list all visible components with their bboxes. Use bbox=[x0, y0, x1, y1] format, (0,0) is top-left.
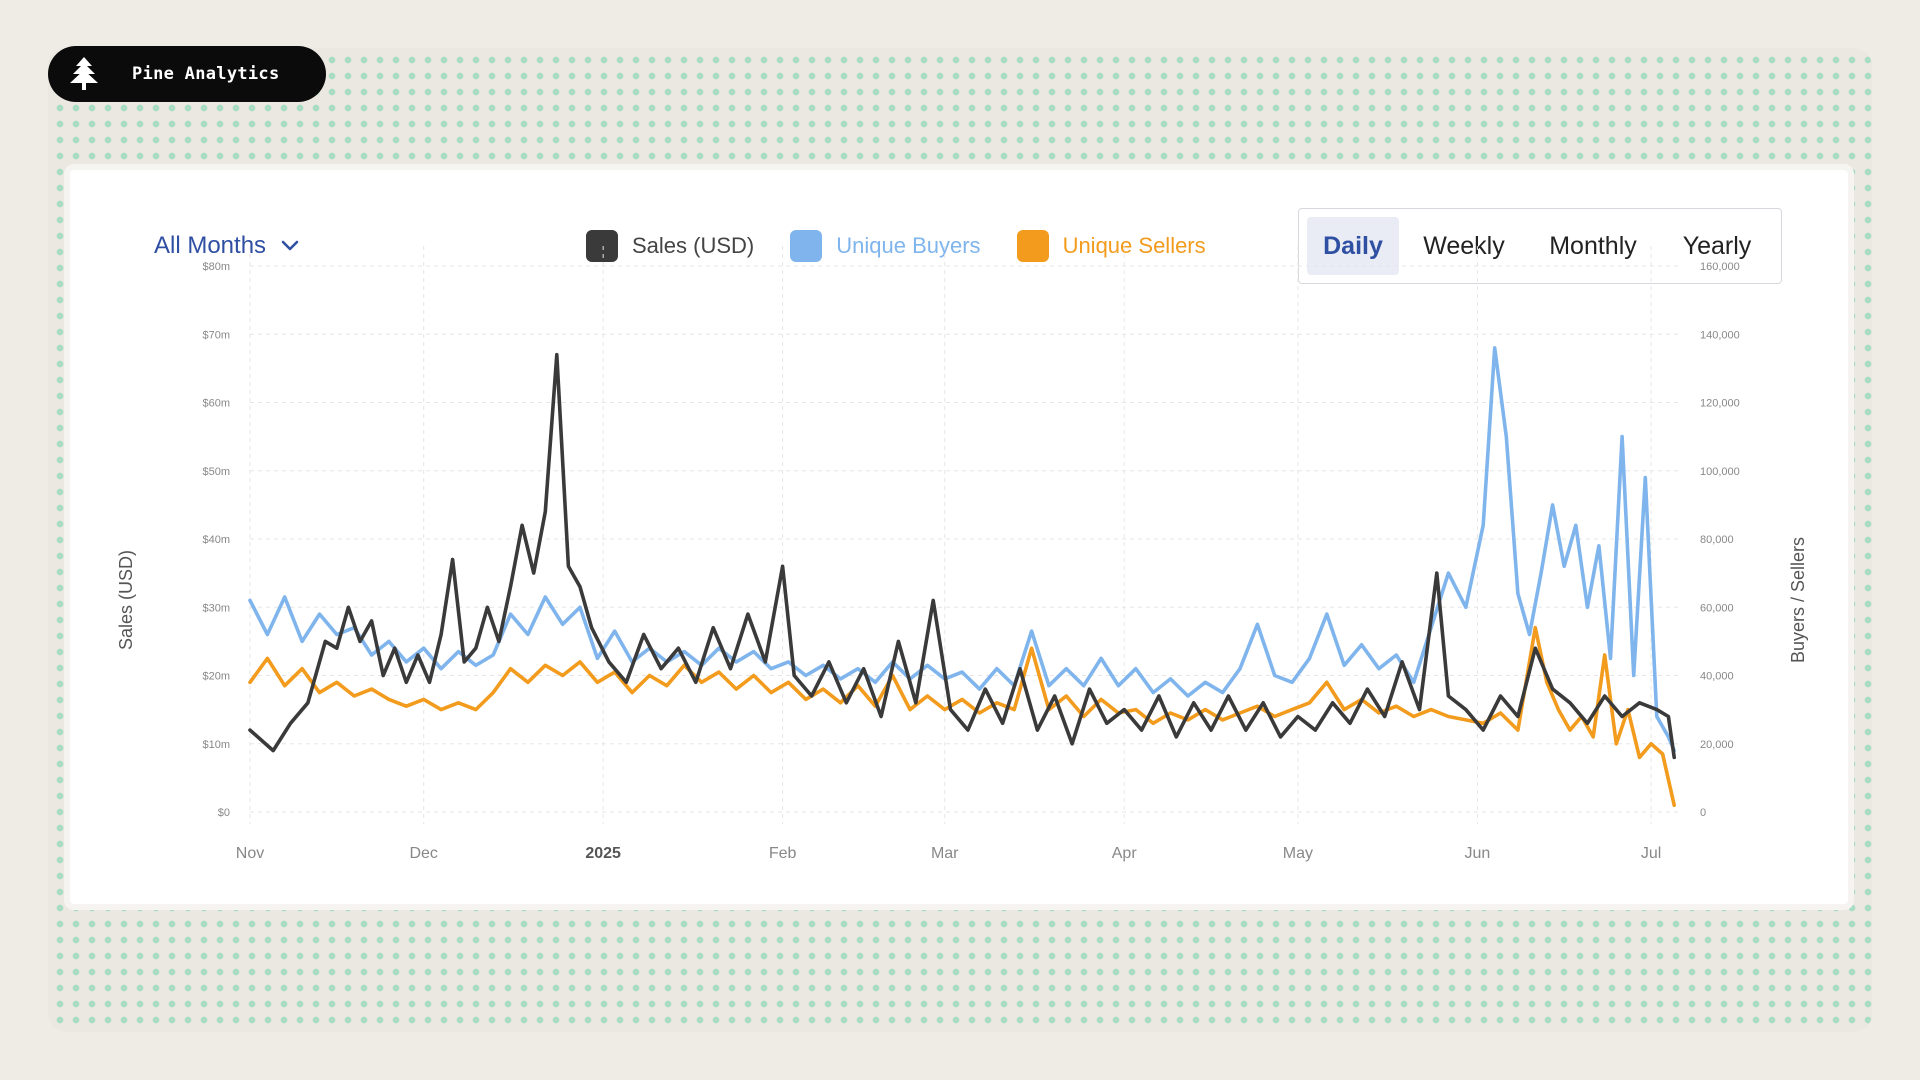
y-right-tick-label: 120,000 bbox=[1700, 398, 1740, 410]
x-tick-label: Dec bbox=[409, 845, 437, 862]
legend-label-sellers: Unique Sellers bbox=[1062, 233, 1206, 258]
y-right-tick-label: 80,000 bbox=[1700, 534, 1734, 546]
y-right-tick-label: 140,000 bbox=[1700, 329, 1740, 341]
y-right-tick-label: 60,000 bbox=[1700, 602, 1734, 614]
tab-yearly[interactable]: Yearly bbox=[1682, 231, 1752, 260]
y-left-tick-label: $0 bbox=[218, 807, 230, 819]
pine-tree-icon bbox=[62, 52, 106, 96]
x-tick-label: Apr bbox=[1112, 845, 1138, 862]
legend-swatch-sellers bbox=[1016, 230, 1049, 262]
y-left-tick-label: $10m bbox=[202, 739, 230, 751]
tab-monthly[interactable]: Monthly bbox=[1549, 231, 1637, 260]
x-tick-label: Jul bbox=[1641, 845, 1661, 862]
x-tick-label: 2025 bbox=[585, 845, 621, 862]
x-tick-label: Feb bbox=[769, 845, 797, 862]
x-tick-label: May bbox=[1283, 845, 1313, 862]
x-tick-label: Nov bbox=[236, 845, 264, 862]
series-line-sales-usd bbox=[248, 352, 1676, 760]
y-left-tick-label: $70m bbox=[202, 329, 230, 341]
legend-item-sellers[interactable]: Unique Sellers bbox=[1016, 230, 1206, 262]
brand-name: Pine Analytics bbox=[132, 64, 280, 84]
period-toggle: Daily Weekly Monthly Yearly bbox=[1298, 208, 1782, 284]
x-tick-label: Mar bbox=[931, 845, 959, 862]
tab-weekly[interactable]: Weekly bbox=[1423, 231, 1505, 260]
tab-daily[interactable]: Daily bbox=[1307, 217, 1399, 275]
legend-swatch-sales bbox=[586, 230, 618, 262]
legend-label-sales: Sales (USD) bbox=[632, 233, 755, 258]
chart-card: All Months Sales (USD) Unique Buyers Uni… bbox=[70, 170, 1848, 904]
month-filter-label: All Months bbox=[154, 232, 267, 259]
y-left-axis-title: Sales (USD) bbox=[116, 550, 136, 650]
y-right-tick-label: 160,000 bbox=[1700, 261, 1740, 273]
y-left-tick-label: $50m bbox=[202, 466, 230, 478]
y-right-tick-label: 0 bbox=[1700, 807, 1706, 819]
legend-swatch-buyers bbox=[790, 230, 823, 262]
y-left-tick-label: $40m bbox=[202, 534, 230, 546]
y-right-tick-label: 100,000 bbox=[1700, 466, 1740, 478]
chevron-down-icon bbox=[281, 240, 299, 251]
month-filter-dropdown[interactable]: All Months bbox=[154, 226, 300, 266]
y-left-tick-label: $20m bbox=[202, 671, 230, 683]
legend-item-buyers[interactable]: Unique Buyers bbox=[790, 230, 981, 262]
brand-badge: Pine Analytics bbox=[48, 46, 326, 102]
chart-legend: Sales (USD) Unique Buyers Unique Sellers bbox=[586, 228, 1242, 264]
series-line-unique-sellers bbox=[248, 625, 1676, 808]
y-left-tick-label: $30m bbox=[202, 602, 230, 614]
y-left-tick-label: $60m bbox=[202, 398, 230, 410]
legend-label-buyers: Unique Buyers bbox=[836, 233, 981, 258]
line-chart: $0 $10m $20m $30m $40m $50m $60m $70m $80m 0 20,00… bbox=[116, 246, 1808, 862]
y-left-tick-label: $80m bbox=[202, 261, 230, 273]
legend-item-sales[interactable]: Sales (USD) bbox=[586, 230, 754, 262]
y-right-axis-title: Buyers / Sellers bbox=[1788, 537, 1808, 663]
series-line-unique-buyers bbox=[248, 346, 1676, 753]
x-tick-label: Jun bbox=[1464, 845, 1490, 862]
y-right-tick-label: 40,000 bbox=[1700, 671, 1734, 683]
y-right-tick-label: 20,000 bbox=[1700, 739, 1734, 751]
